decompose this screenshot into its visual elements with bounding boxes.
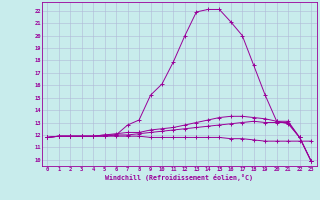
X-axis label: Windchill (Refroidissement éolien,°C): Windchill (Refroidissement éolien,°C) [105,174,253,181]
